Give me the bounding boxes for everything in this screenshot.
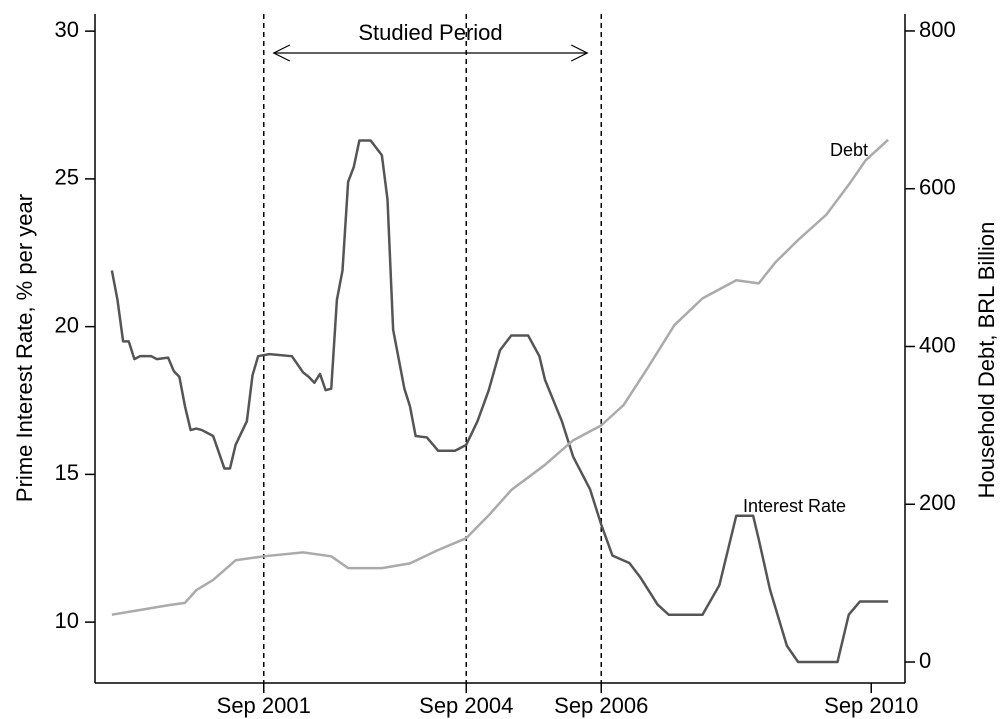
annotation: Studied Period	[358, 20, 502, 45]
series-label: Interest Rate	[743, 496, 846, 516]
y2-tick-label: 400	[919, 332, 956, 357]
y-tick-label: 15	[55, 460, 79, 485]
x-tick-label: Sep 2010	[824, 693, 918, 718]
arrow-head	[272, 44, 589, 62]
series-label: Debt	[830, 140, 868, 160]
y-tick-label: 20	[55, 312, 79, 337]
x-tick-label: Sep 2004	[419, 693, 513, 718]
x-tick-label: Sep 2006	[554, 693, 648, 718]
y2-tick-label: 200	[919, 490, 956, 515]
x-tick-label: Sep 2001	[217, 693, 311, 718]
line	[111, 138, 889, 616]
y2-tick-label: 800	[919, 17, 956, 42]
line	[110, 139, 889, 664]
y2-tick-label: 0	[919, 648, 931, 673]
y2-tick-label: 600	[919, 175, 956, 200]
y-tick-label: 30	[55, 17, 79, 42]
y-axis-title: Prime Interest Rate, % per year	[12, 194, 37, 502]
y-tick-label: 25	[55, 165, 79, 190]
y-tick-label: 10	[55, 608, 79, 633]
y2-axis-title: Household Debt, BRL Billion	[974, 222, 999, 499]
